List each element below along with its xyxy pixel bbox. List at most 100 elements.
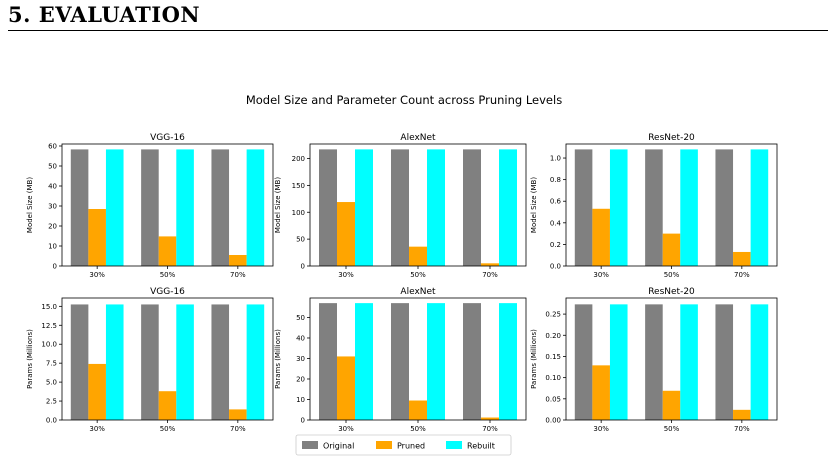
section-heading: 5. EVALUATION [8, 2, 201, 27]
chart-legend: Original Pruned Rebuilt [295, 434, 512, 456]
bar-pruned-70pct [733, 251, 751, 266]
bar-rebuilt-50pct [680, 149, 698, 266]
bar-pruned-50pct [409, 246, 427, 266]
axes-frame [565, 143, 778, 267]
y-tick-label: 0 [301, 417, 305, 425]
y-tick-label: 0.00 [545, 417, 561, 425]
y-tick-label: 0 [301, 263, 305, 271]
y-tick-label: 20 [48, 223, 57, 231]
bar-rebuilt-50pct [176, 149, 194, 266]
bar-rebuilt-30pct [105, 149, 124, 266]
bar-original-70pct [463, 149, 481, 266]
bar-pruned-70pct [481, 263, 499, 266]
y-axis-label: Model Size (MB) [530, 177, 538, 233]
y-tick-label: 150 [292, 182, 305, 190]
x-tick-label: 70% [734, 425, 750, 433]
bar-pruned-70pct [229, 255, 247, 266]
panel-title: AlexNet [400, 287, 436, 297]
bar-original-70pct [715, 149, 734, 266]
bar-original-50pct [391, 149, 409, 266]
bar-pruned-50pct [662, 233, 681, 266]
y-tick-label: 50 [296, 236, 305, 244]
bar-pruned-70pct [733, 409, 751, 420]
y-tick-label: 0 [53, 263, 57, 271]
bar-rebuilt-50pct [427, 303, 445, 420]
bar-rebuilt-70pct [499, 149, 517, 266]
y-axis-label: Params (Millions) [26, 329, 34, 389]
bar-original-70pct [211, 149, 230, 266]
bar-rebuilt-30pct [355, 149, 373, 266]
y-tick-label: 1.0 [550, 155, 561, 163]
x-tick-label: 30% [593, 271, 609, 279]
y-tick-label: 10 [296, 396, 305, 404]
axes-frame [61, 143, 274, 267]
x-tick-label: 30% [338, 425, 354, 433]
bar-rebuilt-30pct [609, 149, 628, 266]
chart-panel: VGG-16 Params (Millions) 0.0 2.5 5.0 7.5 10.0 1… [26, 287, 274, 433]
bar-rebuilt-70pct [750, 149, 769, 266]
chart-panel: AlexNet Model Size (MB) 0 50 100 150 200 30% 50%… [274, 133, 527, 279]
bar-original-50pct [141, 149, 159, 266]
legend-label-pruned: Pruned [397, 442, 425, 451]
y-tick-label: 0.0 [550, 263, 561, 271]
chart-panel: ResNet-20 Params (Millions) 0.00 0.05 0.10 0.… [530, 287, 778, 433]
axes-frame [565, 297, 778, 421]
x-tick-label: 70% [230, 425, 246, 433]
bar-original-70pct [715, 304, 734, 420]
bar-original-50pct [645, 149, 663, 266]
y-tick-label: 0.8 [550, 176, 561, 184]
bar-original-50pct [645, 304, 663, 420]
panel-title: ResNet-20 [648, 287, 695, 297]
y-tick-label: 50 [296, 314, 305, 322]
y-tick-label: 100 [292, 209, 305, 217]
bar-original-70pct [463, 303, 481, 420]
y-axis-label: Model Size (MB) [26, 177, 34, 233]
y-tick-label: 5.0 [46, 379, 57, 387]
y-tick-label: 30 [296, 355, 305, 363]
bar-pruned-70pct [229, 409, 247, 420]
bar-pruned-30pct [88, 209, 106, 266]
x-tick-label: 30% [593, 425, 609, 433]
y-tick-label: 12.5 [41, 322, 57, 330]
bar-original-30pct [319, 303, 337, 420]
y-tick-label: 10.0 [41, 341, 57, 349]
legend-swatch-rebuilt [446, 441, 462, 449]
bar-pruned-30pct [592, 208, 610, 266]
x-tick-label: 70% [482, 425, 498, 433]
bar-original-30pct [319, 149, 337, 266]
axes-frame [309, 297, 527, 421]
x-tick-label: 50% [664, 271, 680, 279]
x-tick-label: 30% [89, 271, 105, 279]
chart-panels: VGG-16 Model Size (MB) 0 10 20 30 40 50 60 30% 50%… [26, 133, 778, 433]
y-tick-label: 0.25 [545, 311, 561, 319]
x-tick-label: 70% [230, 271, 246, 279]
bar-original-50pct [391, 303, 409, 420]
y-tick-label: 0.20 [545, 332, 561, 340]
y-axis-label: Params (Millions) [274, 329, 282, 389]
y-tick-label: 40 [48, 183, 57, 191]
panel-title: VGG-16 [150, 133, 185, 143]
chart-panel: AlexNet Params (Millions) 0 10 20 30 40 50 30% 50… [274, 287, 527, 433]
x-tick-label: 30% [338, 271, 354, 279]
bar-pruned-30pct [88, 363, 106, 420]
y-tick-label: 60 [48, 143, 57, 151]
bar-original-30pct [574, 149, 593, 266]
bar-pruned-70pct [481, 417, 499, 420]
bar-rebuilt-70pct [499, 303, 517, 420]
y-tick-label: 30 [48, 203, 57, 211]
y-tick-label: 0.0 [46, 417, 57, 425]
x-tick-label: 50% [664, 425, 680, 433]
y-tick-label: 0.15 [545, 353, 561, 361]
figure-title: Model Size and Parameter Count across Pr… [246, 93, 562, 107]
bar-original-50pct [141, 304, 159, 420]
bar-rebuilt-30pct [609, 304, 628, 420]
bar-rebuilt-30pct [355, 303, 373, 420]
x-tick-label: 70% [482, 271, 498, 279]
axes-frame [61, 297, 274, 421]
y-tick-label: 10 [48, 243, 57, 251]
panel-title: AlexNet [400, 133, 436, 143]
bar-rebuilt-50pct [680, 304, 698, 420]
y-tick-label: 15.0 [41, 303, 57, 311]
legend-label-original: Original [323, 442, 354, 451]
bar-rebuilt-70pct [246, 304, 265, 420]
